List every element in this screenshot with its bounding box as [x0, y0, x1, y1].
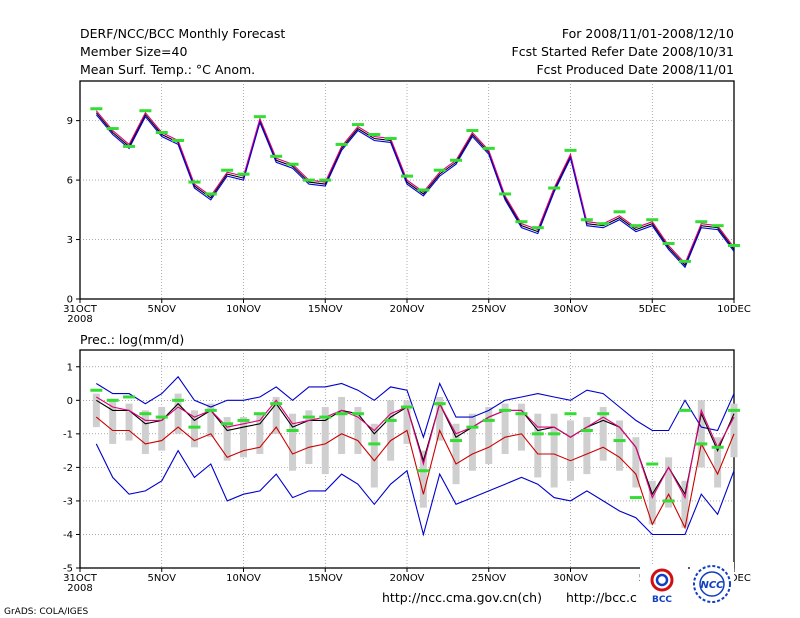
temp-xtick-label: 5DEC — [639, 304, 666, 315]
prec-spread-bar — [305, 410, 313, 465]
prec-spread-bar — [534, 413, 542, 478]
footer-url-ch[interactable]: http://ncc.cma.gov.cn(ch) — [382, 590, 542, 605]
ncc-logo: NCC — [690, 562, 734, 608]
prec-year-label: 2008 — [67, 583, 92, 594]
prec-spread-bar — [501, 403, 509, 454]
prec-spread-bar — [599, 407, 607, 461]
prec-xtick-label: 10DEC — [717, 573, 751, 584]
prec-spread-bar — [387, 400, 395, 461]
prec-spread-bar — [256, 413, 264, 454]
grads-credit: GrADS: COLA/IGES — [4, 607, 88, 617]
prec-line-lower-bound — [95, 443, 735, 537]
ncc-logo-text: NCC — [700, 580, 724, 591]
prec-spread-bar — [272, 396, 280, 434]
prec-line-lower-quartile — [95, 416, 735, 530]
temp-marks — [90, 107, 740, 269]
prec-spread-bar — [452, 423, 460, 485]
header-title: DERF/NCC/BCC Monthly Forecast — [80, 26, 285, 41]
header-started: Fcst Started Refer Date 2008/10/31 — [512, 44, 735, 59]
prec-spread-bar — [583, 417, 591, 475]
prec-spread-bar — [141, 410, 149, 454]
prec-spread-bar — [174, 393, 182, 434]
prec-spread-bar — [223, 417, 231, 461]
temp-line-ensemble-mean — [95, 112, 735, 267]
prec-spread-bar — [714, 437, 722, 488]
prec-spread-bar — [436, 396, 444, 441]
header-produced: Fcst Produced Date 2008/11/01 — [536, 62, 734, 77]
header-variable: Mean Surf. Temp.: °C Anom. — [80, 62, 255, 77]
prec-marks — [90, 375, 740, 537]
header-member-size: Member Size=40 — [80, 44, 187, 59]
temp-grid — [76, 81, 735, 303]
prec-spread-bar — [321, 407, 329, 475]
prec-spread-bar — [550, 413, 558, 488]
prec-xtick-label: 25NOV — [471, 573, 506, 584]
prec-spread-bar — [665, 457, 673, 508]
prec-spread-bar — [289, 413, 297, 471]
axis-labels: 31OCT 5NOV 10NOV 15NOV 20NOV 25NOV 30NOV 5DEC 10… — [63, 116, 751, 594]
temp-ytick-label: 0 — [67, 295, 73, 306]
prec-spread-bar — [240, 417, 247, 458]
bcc-logo-text: BCC — [652, 595, 672, 605]
prec-spread-bar — [158, 407, 166, 451]
prec-spread-bar — [354, 407, 362, 454]
prec-spread-bar — [403, 400, 411, 444]
prec-spread-bar — [468, 413, 476, 471]
prec-spread-bar — [632, 437, 640, 488]
prec-spread-bar — [190, 410, 198, 448]
prec-line-upper-bound — [96, 375, 735, 439]
temp-xtick-label: 31OCT — [63, 304, 98, 315]
prec-xtick-label: 5NOV — [148, 573, 177, 584]
temp-ytick-label: 6 — [67, 176, 73, 187]
temp-xtick-label: 25NOV — [471, 304, 506, 315]
prec-spread-bar — [517, 403, 525, 451]
temp-ytick-label: 9 — [67, 116, 73, 127]
prec-spread-bar — [92, 393, 100, 428]
prec-xtick-label: 20NOV — [390, 573, 425, 584]
prec-spread-bar — [109, 400, 117, 444]
temp-xtick-label: 15NOV — [308, 304, 343, 315]
temp-line-member-spread — [95, 110, 735, 265]
prec-ytick-label: 0 — [67, 396, 73, 407]
prec-spread-bar — [125, 403, 133, 441]
temp-xtick-label: 30NOV — [553, 304, 588, 315]
prec-spread-bar — [567, 420, 574, 481]
prec-ytick-label: -1 — [63, 429, 73, 440]
prec-spread-bar — [338, 396, 346, 454]
temp-xtick-label: 10DEC — [717, 304, 751, 315]
temp-xtick-label: 20NOV — [390, 304, 425, 315]
footer-url-en[interactable]: http://bcc.c — [566, 590, 637, 605]
prec-spread-bar — [648, 480, 656, 525]
prec-spread-bar — [697, 400, 705, 468]
prec-spread-bar — [616, 420, 624, 471]
prec-panel-title: Prec.: log(mm/d) — [80, 332, 184, 347]
prec-spread-bar — [370, 423, 378, 488]
temp-xtick-label: 5NOV — [148, 304, 177, 315]
bcc-logo: BCC — [640, 564, 688, 608]
prec-spread-bar — [485, 407, 493, 465]
temp-line-member-spread-2 — [95, 114, 735, 269]
prec-spread-bar — [419, 450, 427, 508]
prec-line-ensemble-median — [96, 396, 735, 500]
prec-ytick-label: -3 — [63, 496, 73, 507]
prec-xtick-label: 30NOV — [553, 573, 588, 584]
prec-ytick-label: -2 — [63, 463, 73, 474]
prec-spread-bar — [681, 480, 689, 528]
prec-ytick-label: -5 — [63, 564, 73, 575]
temp-year-label: 2008 — [67, 314, 92, 325]
temp-xtick-label: 10NOV — [226, 304, 261, 315]
prec-ytick-label: -4 — [63, 530, 73, 541]
prec-ytick-label: 1 — [67, 362, 73, 373]
prec-xtick-label: 31OCT — [63, 573, 98, 584]
prec-spread-bar — [207, 403, 215, 438]
temp-ytick-label: 3 — [67, 235, 73, 246]
prec-xtick-label: 10NOV — [226, 573, 261, 584]
prec-spread-bar — [730, 403, 738, 458]
prec-xtick-label: 15NOV — [308, 573, 343, 584]
header-period: For 2008/11/01-2008/12/10 — [562, 26, 734, 41]
